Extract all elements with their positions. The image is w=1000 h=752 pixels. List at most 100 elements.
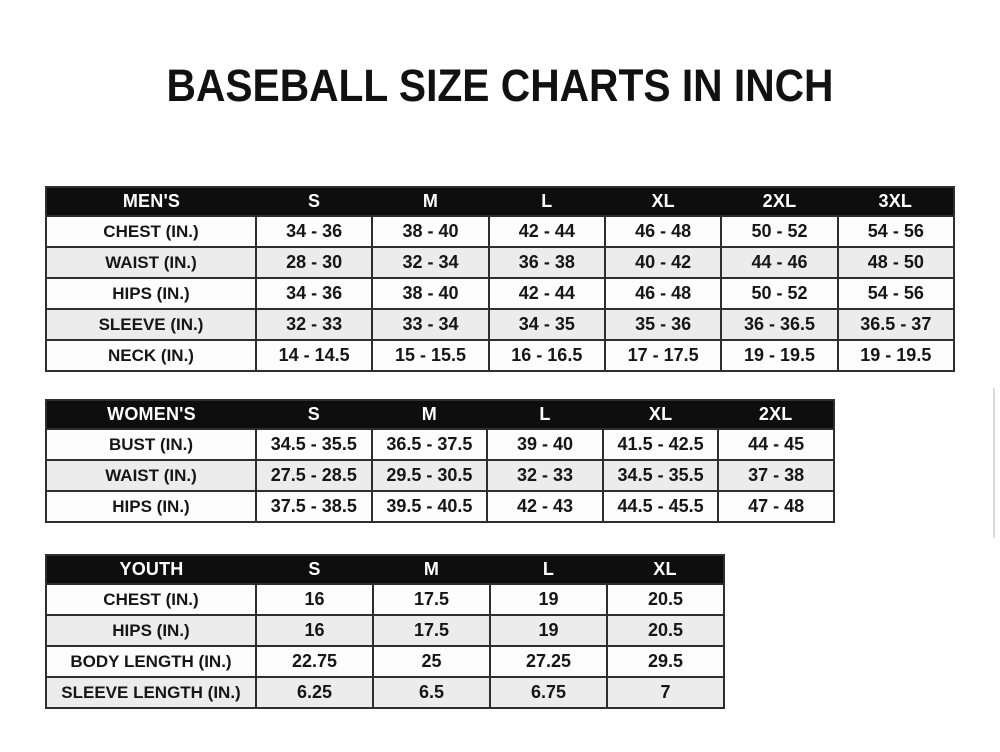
size-value: 22.75 [255,645,374,678]
size-value: 16 [255,614,374,647]
mens-row: SLEEVE (IN.) 32 - 33 33 - 34 34 - 35 35 - 36… [45,308,956,341]
measurement-label: BODY LENGTH (IN.) [45,645,257,678]
size-value: 14 - 14.5 [254,339,374,372]
size-value: 19 - 19.5 [836,339,956,372]
size-value: 25 [372,645,491,678]
measurement-label: BUST (IN.) [45,428,257,461]
size-value: 46 - 48 [603,277,723,310]
size-value: 19 [489,583,608,616]
size-value: 6.5 [372,676,491,709]
size-value: 34 - 35 [487,308,606,341]
size-value: 27.5 - 28.5 [255,459,373,492]
youth-row: BODY LENGTH (IN.) 22.75 25 27.25 29.5 [45,645,725,678]
size-value: 47 - 48 [717,490,835,523]
size-value: 41.5 - 42.5 [601,428,720,461]
size-value: 35 - 36 [603,308,723,341]
size-value: 54 - 56 [836,215,956,248]
size-value: 32 - 34 [371,246,490,279]
size-value: 36 - 36.5 [720,308,839,341]
size-value: 28 - 30 [254,246,374,279]
mens-header-row: MEN'S S M L XL 2XL 3XL [46,187,954,216]
size-value: 42 - 44 [487,215,606,248]
size-value: 48 - 50 [836,246,956,279]
size-value: 42 - 44 [487,277,606,310]
youth-row: HIPS (IN.) 16 17.5 19 20.5 [45,614,725,647]
page-title: BASEBALL SIZE CHARTS IN INCH [166,60,834,111]
size-value: 19 [489,614,608,647]
size-table-youth: YOUTH S M L XL CHEST (IN.) 16 17.5 19 20.5 HIPS (I… [45,554,1000,709]
size-value: 19 - 19.5 [720,339,839,372]
size-value: 32 - 33 [486,459,604,492]
mens-row: WAIST (IN.) 28 - 30 32 - 34 36 - 38 40 - 42 4… [45,246,956,279]
mens-row: HIPS (IN.) 34 - 36 38 - 40 42 - 44 46 - 48 50… [45,277,956,310]
size-value: 39 - 40 [486,428,604,461]
size-value: 42 - 43 [486,490,604,523]
size-value: 17.5 [372,614,491,647]
size-value: 29.5 - 30.5 [370,459,489,492]
mens-size-column-header: M [372,187,489,216]
size-value: 34 - 36 [254,215,374,248]
youth-table: YOUTH S M L XL CHEST (IN.) 16 17.5 19 20.5 HIPS (I… [45,554,725,709]
mens-size-column-header: XL [604,187,722,216]
size-value: 17 - 17.5 [603,339,723,372]
womens-size-column-header: L [487,400,603,429]
size-value: 32 - 33 [254,308,374,341]
measurement-label: WAIST (IN.) [45,459,257,492]
womens-size-column-header: XL [602,400,719,429]
youth-size-column-header: XL [607,555,724,584]
womens-header-row: WOMEN'S S M L XL 2XL [46,400,834,429]
measurement-label: SLEEVE LENGTH (IN.) [45,676,257,709]
youth-header-row: YOUTH S M L XL [46,555,724,584]
size-value: 16 [255,583,374,616]
measurement-label: CHEST (IN.) [45,583,257,616]
size-value: 7 [606,676,725,709]
size-value: 17.5 [372,583,491,616]
size-value: 20.5 [606,614,725,647]
youth-row: SLEEVE LENGTH (IN.) 6.25 6.5 6.75 7 [45,676,725,709]
measurement-label: SLEEVE (IN.) [45,308,257,341]
size-value: 36.5 - 37.5 [370,428,489,461]
size-value: 37 - 38 [717,459,835,492]
measurement-label: HIPS (IN.) [45,614,257,647]
size-value: 6.75 [489,676,608,709]
size-value: 33 - 34 [371,308,490,341]
size-value: 46 - 48 [603,215,723,248]
measurement-label: NECK (IN.) [45,339,257,372]
size-value: 40 - 42 [603,246,723,279]
size-value: 44 - 45 [717,428,835,461]
womens-table: WOMEN'S S M L XL 2XL BUST (IN.) 34.5 - 35.5 36.5… [45,399,835,523]
measurement-label: HIPS (IN.) [45,277,257,310]
mens-size-column-header: S [256,187,373,216]
size-value: 16 - 16.5 [487,339,606,372]
youth-size-column-header: S [256,555,373,584]
size-value: 44.5 - 45.5 [601,490,720,523]
size-value: 38 - 40 [371,215,490,248]
scan-edge-artifact [993,388,995,538]
womens-row: HIPS (IN.) 37.5 - 38.5 39.5 - 40.5 42 - 43 4… [45,490,835,523]
size-value: 34.5 - 35.5 [601,459,720,492]
mens-section-label: MEN'S [46,187,256,216]
youth-size-column-header: M [373,555,490,584]
mens-size-column-header: 2XL [721,187,838,216]
womens-row: BUST (IN.) 34.5 - 35.5 36.5 - 37.5 39 - 40 4… [45,428,835,461]
measurement-label: CHEST (IN.) [45,215,257,248]
size-table-mens: MEN'S S M L XL 2XL 3XL CHEST (IN.) 34 - 36 38 - 4… [45,186,1000,372]
size-value: 50 - 52 [720,215,839,248]
size-value: 6.25 [255,676,374,709]
size-value: 38 - 40 [371,277,490,310]
mens-row: CHEST (IN.) 34 - 36 38 - 40 42 - 44 46 - 48 5… [45,215,956,248]
size-value: 20.5 [606,583,725,616]
youth-section-label: YOUTH [46,555,256,584]
womens-size-column-header: S [256,400,372,429]
size-value: 27.25 [489,645,608,678]
size-value: 36 - 38 [487,246,606,279]
size-value: 37.5 - 38.5 [255,490,373,523]
womens-row: WAIST (IN.) 27.5 - 28.5 29.5 - 30.5 32 - 33… [45,459,835,492]
tables-container: MEN'S S M L XL 2XL 3XL CHEST (IN.) 34 - 36 38 - 4… [45,186,1000,709]
womens-size-column-header: M [371,400,488,429]
size-value: 29.5 [606,645,725,678]
size-value: 34 - 36 [254,277,374,310]
size-value: 50 - 52 [720,277,839,310]
size-value: 15 - 15.5 [371,339,490,372]
measurement-label: WAIST (IN.) [45,246,257,279]
